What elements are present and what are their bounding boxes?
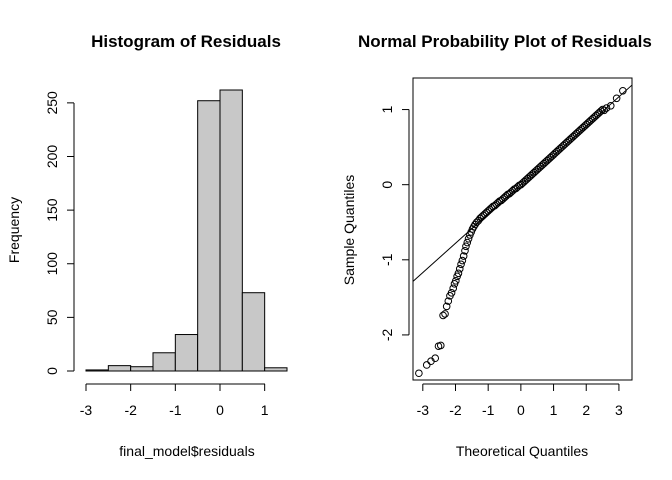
qq-point <box>457 260 465 269</box>
histogram-x-tick-label: -2 <box>124 402 137 418</box>
qq-points <box>415 86 627 378</box>
qq-point <box>602 104 611 112</box>
qq-y-tick-label: -2 <box>379 328 395 341</box>
qq-x-axis: -3 -2 -1 0 1 2 3 <box>417 383 623 418</box>
qq-point <box>463 238 472 247</box>
qq-title: Normal Probability Plot of Residuals <box>358 32 652 51</box>
qq-point <box>459 252 468 260</box>
histogram-bar <box>85 369 109 372</box>
qq-point <box>458 256 467 265</box>
histogram-x-ticks: -3 -2 -1 0 1 <box>80 384 269 418</box>
qq-point <box>612 94 621 103</box>
qq-y-tick-label: 1 <box>379 105 395 113</box>
histogram-bar <box>241 292 266 372</box>
qq-x-tick-label: 3 <box>615 402 623 418</box>
qq-x-tick-label: -1 <box>482 402 495 418</box>
histogram-bar <box>197 100 221 372</box>
histogram-x-label: final_model$residuals <box>119 443 254 459</box>
qq-panel: Normal Probability Plot of Residuals -3-… <box>341 32 652 459</box>
qq-point <box>449 284 458 293</box>
qq-point <box>444 297 453 305</box>
histogram-y-tick-label: 0 <box>44 367 60 375</box>
histogram-x-tick-label: 0 <box>216 402 224 418</box>
histogram-y-tick-label: 50 <box>44 309 60 325</box>
qq-plot-box <box>412 77 633 381</box>
histogram-bars <box>85 89 288 372</box>
histogram-bar <box>152 352 176 372</box>
qq-point <box>439 311 447 320</box>
qq-point <box>436 341 445 350</box>
histogram-y-label: Frequency <box>6 197 22 263</box>
qq-x-tick-label: 0 <box>517 402 525 418</box>
qq-y-axis: -2 -1 0 1 <box>379 105 410 341</box>
qq-point <box>619 86 627 95</box>
histogram-y-axis: 0 50 100 150 200 250 <box>44 91 75 375</box>
qq-point <box>452 277 460 285</box>
qq-y-tick-label: -1 <box>379 253 395 266</box>
histogram-y-tick-label: 100 <box>44 252 60 276</box>
qq-y-ticks: -2 -1 0 1 <box>379 105 409 341</box>
qq-y-tick-label: 0 <box>379 181 395 189</box>
histogram-y-tick-label: 200 <box>44 145 60 169</box>
histogram-x-tick-label: -3 <box>80 402 93 418</box>
qq-x-label: Theoretical Quantiles <box>456 443 588 459</box>
qq-x-tick-label: -3 <box>417 402 430 418</box>
histogram-bar <box>130 366 154 372</box>
histogram-y-tick-label: 150 <box>44 198 60 222</box>
qq-point <box>431 354 440 363</box>
qq-point <box>600 106 609 115</box>
histogram-bar <box>174 334 199 372</box>
qq-x-tick-label: -2 <box>449 402 462 418</box>
histogram-bar <box>107 365 132 372</box>
qq-x-ticks: -3 -2 -1 0 1 2 3 <box>417 384 623 418</box>
qq-point <box>442 302 451 311</box>
histogram-bar <box>264 367 288 372</box>
qq-point <box>462 242 470 251</box>
histogram-y-tick-label: 250 <box>44 91 60 115</box>
qq-point <box>441 310 449 318</box>
qq-point <box>415 369 423 378</box>
qq-x-tick-label: 1 <box>550 402 558 418</box>
qq-point <box>422 361 431 369</box>
qq-point <box>461 246 469 255</box>
qq-point <box>454 269 463 278</box>
qq-point <box>606 101 615 110</box>
qq-y-label: Sample Quantiles <box>341 175 357 286</box>
qq-x-tick-label: 2 <box>582 402 590 418</box>
qq-point <box>455 265 464 273</box>
histogram-panel: Histogram of Residuals -3 -2 -1 0 1 0 50 100 15… <box>6 32 288 459</box>
qq-point <box>447 289 456 297</box>
histogram-title: Histogram of Residuals <box>91 32 281 51</box>
histogram-bar <box>219 89 243 372</box>
histogram-x-tick-label: 1 <box>261 402 269 418</box>
histogram-x-tick-label: -1 <box>169 402 182 418</box>
qq-point <box>464 234 473 243</box>
histogram-x-axis: -3 -2 -1 0 1 <box>80 383 269 418</box>
histogram-y-ticks: 0 50 100 150 200 250 <box>44 91 74 375</box>
qq-reference-line <box>412 84 633 282</box>
